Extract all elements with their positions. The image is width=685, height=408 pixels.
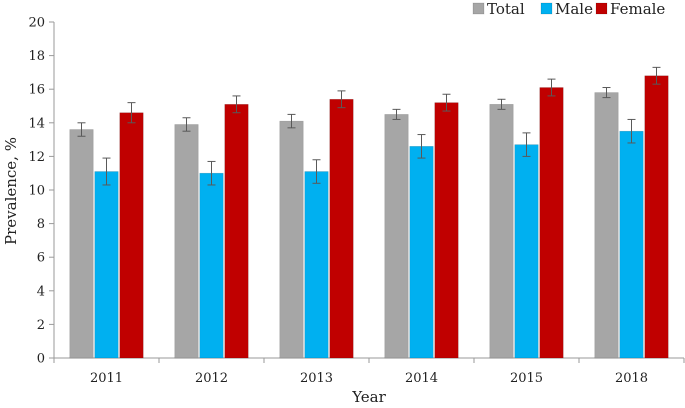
x-tick-label: 2012 — [195, 371, 228, 386]
legend-swatch-female — [595, 2, 608, 15]
bar-female-2013 — [329, 98, 354, 359]
x-tick-label: 2011 — [90, 371, 123, 386]
x-tick-label: 2018 — [615, 371, 648, 386]
y-tick-label: 8 — [37, 217, 45, 232]
bar-female-2011 — [119, 112, 144, 359]
x-axis-title: Year — [351, 388, 386, 406]
legend-swatch-total — [472, 2, 485, 15]
y-tick-label: 4 — [37, 284, 45, 299]
x-tick-label: 2013 — [300, 371, 333, 386]
axes: 0 2 4 6 8 10 12 14 16 18 20 2011 2012 2013 2014 2015 201… — [28, 16, 685, 386]
x-tick-label: 2014 — [405, 371, 438, 386]
bar-female-2012 — [224, 104, 249, 359]
bar-male-2015 — [514, 144, 539, 359]
y-tick-label: 18 — [28, 49, 45, 64]
bar-male-2011 — [94, 171, 119, 359]
bar-total-2014 — [384, 114, 409, 359]
y-tick-label: 0 — [37, 352, 45, 367]
y-tick-label: 16 — [28, 83, 45, 98]
legend-label-male: Male — [555, 0, 593, 18]
y-tick-label: 6 — [37, 251, 45, 266]
y-tick-label: 10 — [28, 184, 45, 199]
bar-female-2014 — [434, 102, 459, 359]
bar-total-2015 — [489, 104, 514, 359]
bar-female-2018 — [644, 75, 669, 359]
bar-male-2018 — [619, 130, 644, 359]
legend-swatch-male — [540, 2, 553, 15]
x-tick-label: 2015 — [510, 371, 543, 386]
bar-total-2013 — [279, 120, 304, 359]
bar-total-2018 — [594, 92, 619, 359]
bars — [69, 66, 669, 359]
y-tick-label: 20 — [28, 16, 45, 31]
bar-female-2015 — [539, 87, 564, 359]
bar-male-2012 — [199, 172, 224, 359]
y-axis-title: Prevalence, % — [2, 137, 20, 245]
y-tick-label: 2 — [37, 318, 45, 333]
bar-total-2012 — [174, 124, 199, 359]
legend-label-total: Total — [487, 0, 525, 18]
bar-male-2014 — [409, 146, 434, 359]
y-tick-label: 12 — [28, 150, 45, 165]
legend-label-female: Female — [610, 0, 665, 18]
legend: Total Male Female — [472, 0, 665, 18]
y-tick-label: 14 — [28, 116, 45, 131]
bar-total-2011 — [69, 129, 94, 359]
bar-male-2013 — [304, 171, 329, 359]
